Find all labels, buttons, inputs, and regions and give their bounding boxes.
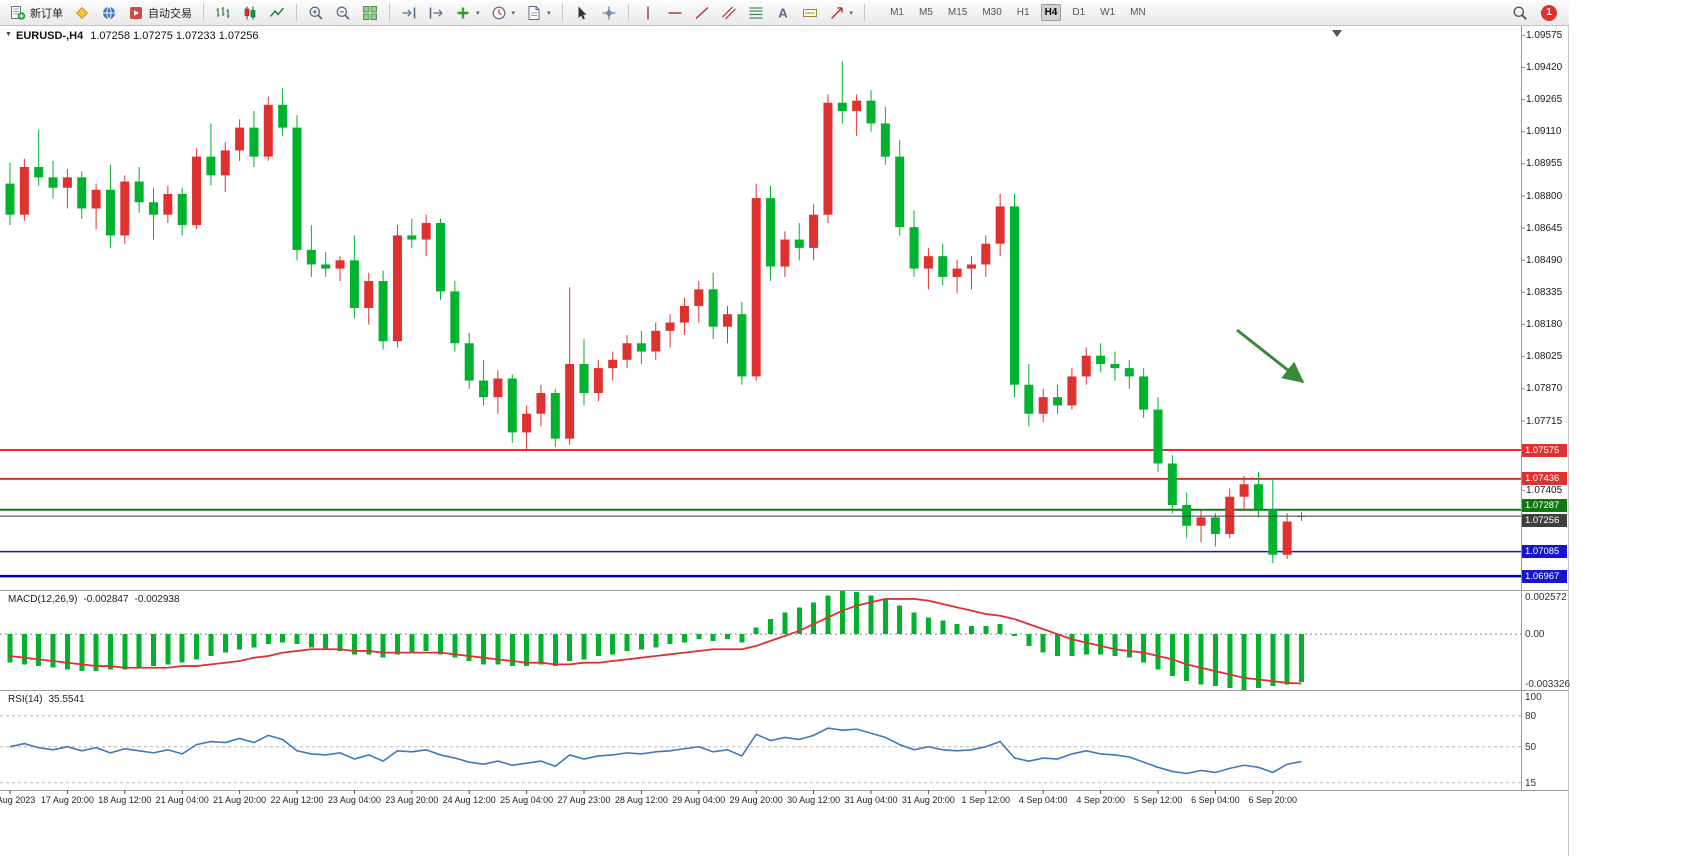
line-chart-button[interactable] xyxy=(265,3,289,23)
zoom-in-button[interactable] xyxy=(304,3,328,23)
metaeditor-icon xyxy=(74,5,90,21)
tile-windows-icon xyxy=(362,5,378,21)
timeframe-button-m15[interactable]: M15 xyxy=(947,7,968,18)
crosshair-icon xyxy=(601,5,617,21)
timeframe-group: M1 M5 M15 M30 H1 H4 D1 W1 MN xyxy=(886,4,1150,21)
chart-shift-button[interactable] xyxy=(424,3,448,23)
timeframe-button-m1[interactable]: M1 xyxy=(890,7,904,18)
clock-icon xyxy=(491,5,507,21)
timeframe-button-m30[interactable]: M30 xyxy=(982,7,1002,18)
new-order-button[interactable]: 新订单 xyxy=(6,3,67,23)
templates-button[interactable]: ▾ xyxy=(522,3,555,23)
crosshair-button[interactable] xyxy=(597,3,621,23)
toolbar-separator xyxy=(203,4,204,21)
new-order-button-label: 新订单 xyxy=(30,7,63,20)
symbol-timeframe: EURUSD-,H4 xyxy=(16,30,84,42)
metaeditor-button[interactable] xyxy=(70,3,94,23)
timeframe-button-m5[interactable]: M5 xyxy=(918,7,933,18)
rsi-indicator-label: RSI(14) 35.5541 xyxy=(8,694,85,705)
community-button[interactable] xyxy=(97,3,121,23)
timeframe-button-h1[interactable]: H1 xyxy=(1016,7,1030,18)
rsi-value: 35.5541 xyxy=(48,694,85,705)
macd-main-value: -0.002847 xyxy=(83,594,129,605)
macd-histogram xyxy=(7,591,1304,690)
dropdown-caret-icon: ▾ xyxy=(547,9,551,17)
timeframe-button-mn[interactable]: MN xyxy=(1130,7,1146,18)
candles-icon xyxy=(242,5,258,21)
cursor-icon xyxy=(574,5,590,21)
fibonacci-button[interactable] xyxy=(744,3,768,23)
toolbar-separator xyxy=(389,4,390,21)
toolbar-separator xyxy=(561,4,563,21)
one-click-trading-toggle[interactable]: ▼ xyxy=(5,31,12,38)
timeframe-button-h4[interactable]: H4 xyxy=(1040,4,1062,21)
auto-scroll-button[interactable] xyxy=(397,3,421,23)
dropdown-caret-icon: ▾ xyxy=(849,9,854,17)
tile-windows-button[interactable] xyxy=(358,3,382,23)
toolbar: 新订单 自动交易 ▾ ▾ ▾ A ▾ M1 M5 M15 M30 H1 H4 D1 W1 MN 1 xyxy=(0,0,1569,26)
vertical-line-button[interactable] xyxy=(636,3,660,23)
template-icon xyxy=(526,5,542,21)
chart-symbol-label: EURUSD-,H4 1.07258 1.07275 1.07233 1.072… xyxy=(16,30,258,42)
line-chart-icon xyxy=(269,5,285,21)
text-icon: A xyxy=(775,5,791,21)
arrow-shapes-icon xyxy=(829,5,845,21)
chart-shift-icon xyxy=(428,5,444,21)
indicators-button[interactable]: ▾ xyxy=(451,3,484,23)
candle-chart-button[interactable] xyxy=(238,3,262,23)
mt5-window: 新订单 自动交易 ▾ ▾ ▾ A ▾ M1 M5 M15 M30 H1 H4 D1 W1 MN 1 ▼ EURU… xyxy=(0,0,1570,856)
periods-button[interactable]: ▾ xyxy=(487,3,520,23)
trendline-button[interactable] xyxy=(690,3,714,23)
notification-badge[interactable]: 1 xyxy=(1541,4,1557,21)
channel-button[interactable] xyxy=(717,3,741,23)
auto-scroll-icon xyxy=(401,5,417,21)
dropdown-caret-icon: ▾ xyxy=(476,9,480,17)
label-icon xyxy=(802,5,818,21)
autotrading-icon xyxy=(128,5,144,21)
channel-icon xyxy=(721,5,737,21)
search-icon xyxy=(1512,5,1528,21)
zoom-in-icon xyxy=(308,5,324,21)
zoom-out-button[interactable] xyxy=(331,3,355,23)
macd-signal-line xyxy=(9,598,1302,685)
trendline-icon xyxy=(694,5,710,21)
autotrading-button[interactable]: 自动交易 xyxy=(124,3,196,23)
toolbar-separator xyxy=(864,4,866,21)
macd-indicator-label: MACD(12,26,9) -0.002847 -0.002938 xyxy=(8,594,180,605)
vertical-line-icon xyxy=(640,5,656,21)
rsi-name: RSI(14) xyxy=(8,694,43,705)
macd-signal-value: -0.002938 xyxy=(134,594,180,605)
dropdown-caret-icon: ▾ xyxy=(511,9,516,17)
timeframe-button-d1[interactable]: D1 xyxy=(1072,7,1086,18)
shapes-button[interactable]: ▾ xyxy=(825,3,858,23)
trend-arrow-annotation xyxy=(1236,328,1305,384)
community-icon xyxy=(101,5,117,21)
rsi-line xyxy=(9,727,1302,775)
ohlc-values: 1.07258 1.07275 1.07233 1.07256 xyxy=(90,30,259,42)
horizontal-line-icon xyxy=(667,5,683,21)
bars-icon xyxy=(215,5,231,21)
macd-name: MACD(12,26,9) xyxy=(8,594,78,605)
timeframe-button-w1[interactable]: W1 xyxy=(1100,7,1116,18)
cursor-button[interactable] xyxy=(570,3,594,23)
toolbar-separator xyxy=(627,4,629,21)
text-button[interactable]: A xyxy=(771,3,795,23)
chart-canvas[interactable] xyxy=(0,26,1569,856)
chart-shift-marker xyxy=(1332,30,1342,37)
toolbar-right-group: 1 xyxy=(1508,3,1563,23)
zoom-out-icon xyxy=(335,5,351,21)
search-button[interactable] xyxy=(1508,3,1532,23)
add-indicator-icon xyxy=(455,5,471,21)
label-button[interactable] xyxy=(798,3,822,23)
horizontal-line-button[interactable] xyxy=(663,3,687,23)
new-order-icon xyxy=(10,5,26,21)
bar-chart-button[interactable] xyxy=(211,3,235,23)
svg-text:A: A xyxy=(778,5,788,20)
toolbar-separator xyxy=(296,4,297,21)
candles-layer xyxy=(5,61,1306,564)
autotrading-button-label: 自动交易 xyxy=(148,7,192,20)
fibonacci-icon xyxy=(748,5,764,21)
